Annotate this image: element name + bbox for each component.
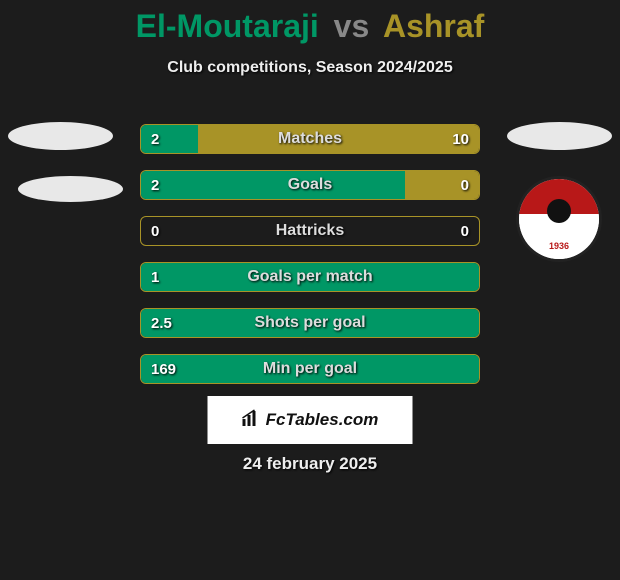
player1-name: El-Moutaraji (136, 8, 319, 44)
stat-label: Goals (141, 171, 479, 199)
branding-box: FcTables.com (208, 396, 413, 444)
stats-chart: 210Matches 20Goals 00Hattricks 1Goals per m… (140, 124, 480, 400)
chart-icon (242, 409, 260, 432)
stat-row: 1Goals per match (140, 262, 480, 292)
stat-label: Matches (141, 125, 479, 153)
stat-label: Shots per goal (141, 309, 479, 337)
stat-row: 2.5Shots per goal (140, 308, 480, 338)
player2-photo-placeholder (507, 122, 612, 150)
player1-photo-placeholder (8, 122, 113, 150)
badge-year: 1936 (519, 241, 599, 251)
stat-row: 20Goals (140, 170, 480, 200)
player2-name: Ashraf (383, 8, 484, 44)
subtitle: Club competitions, Season 2024/2025 (0, 59, 620, 77)
badge-emblem (547, 199, 571, 223)
date-label: 24 february 2025 (0, 454, 620, 474)
stat-label: Min per goal (141, 355, 479, 383)
player1-club-placeholder (18, 176, 123, 202)
stat-row: 00Hattricks (140, 216, 480, 246)
stat-row: 210Matches (140, 124, 480, 154)
comparison-title: El-Moutaraji vs Ashraf (0, 0, 620, 45)
stat-label: Goals per match (141, 263, 479, 291)
vs-label: vs (334, 8, 370, 44)
stat-label: Hattricks (141, 217, 479, 245)
player2-club-badge: 1936 (516, 176, 602, 262)
branding-text: FcTables.com (266, 410, 379, 430)
stat-row: 169Min per goal (140, 354, 480, 384)
